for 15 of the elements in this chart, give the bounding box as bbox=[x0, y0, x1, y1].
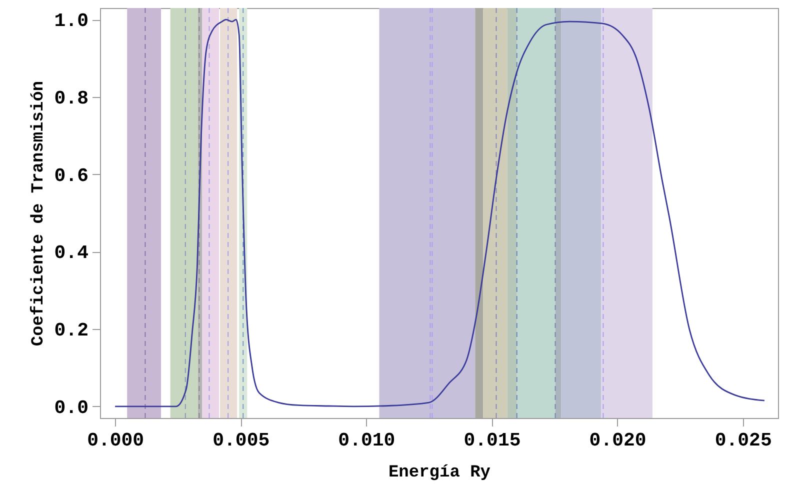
y-tick-label: 0.6 bbox=[54, 164, 88, 187]
y-tick-label: 0.2 bbox=[54, 320, 88, 342]
x-tick-label: 0.005 bbox=[212, 430, 270, 452]
x-tick-label: 0.000 bbox=[87, 430, 144, 452]
y-tick-label: 0.8 bbox=[54, 87, 88, 110]
y-tick-label: 1.0 bbox=[54, 10, 88, 32]
x-tick-label: 0.015 bbox=[464, 430, 521, 452]
y-tick-label: 0.4 bbox=[54, 242, 88, 264]
x-tick-label: 0.010 bbox=[338, 430, 396, 452]
line-series bbox=[114, 18, 766, 408]
x-tick-label: 0.020 bbox=[589, 430, 646, 452]
y-tick-label: 0.0 bbox=[54, 396, 88, 419]
x-tick-label: 0.025 bbox=[714, 430, 772, 452]
y-axis-title: Coeficiente de Transmisión bbox=[29, 80, 48, 346]
x-axis-title: Energía Ry bbox=[388, 464, 491, 482]
